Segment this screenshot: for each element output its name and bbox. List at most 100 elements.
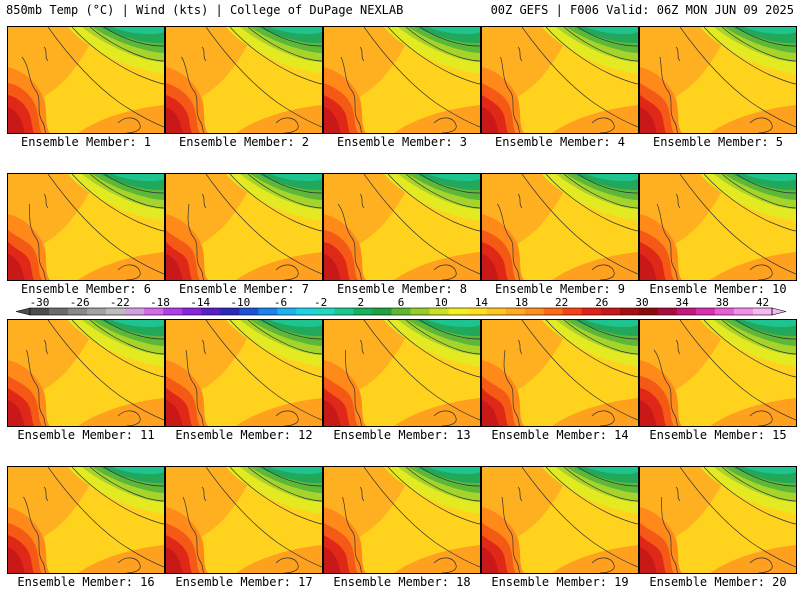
ensemble-member-label: Ensemble Member: 13 xyxy=(333,428,471,442)
ensemble-member-label: Ensemble Member: 17 xyxy=(175,575,313,589)
colorbar-tick-label: -18 xyxy=(150,296,170,309)
ensemble-member-label: Ensemble Member: 4 xyxy=(494,135,626,149)
ensemble-member-label: Ensemble Member: 11 xyxy=(17,428,155,442)
colorbar-tick-label: -26 xyxy=(70,296,90,309)
ensemble-member-map xyxy=(639,173,797,281)
ensemble-member-map xyxy=(323,466,481,574)
colorbar-swatch xyxy=(714,308,735,315)
ensemble-member-map xyxy=(165,26,323,134)
colorbar-swatch xyxy=(486,308,507,315)
colorbar-swatch xyxy=(410,308,430,315)
colorbar-arrow-low xyxy=(15,307,31,316)
ensemble-member-label: Ensemble Member: 14 xyxy=(491,428,629,442)
ensemble-member-map xyxy=(165,173,323,281)
model-run-info: 00Z GEFS | F006 Valid: 06Z MON JUN 09 20… xyxy=(490,3,794,17)
colorbar-swatch xyxy=(676,308,697,315)
colorbar-tick-label: -10 xyxy=(230,296,250,309)
colorbar-swatch xyxy=(543,308,564,315)
colorbar-tick-label: -30 xyxy=(30,296,50,309)
colorbar-swatch xyxy=(619,308,640,315)
colorbar-swatch xyxy=(429,308,449,315)
ensemble-member-map xyxy=(481,466,639,574)
ensemble-member-label: Ensemble Member: 9 xyxy=(494,282,626,296)
colorbar-tick-label: -2 xyxy=(314,296,327,309)
ensemble-member-label: Ensemble Member: 16 xyxy=(17,575,155,589)
ensemble-member-map xyxy=(165,466,323,574)
ensemble-member-map xyxy=(323,26,481,134)
colorbar-swatch xyxy=(562,308,583,315)
ensemble-member-map xyxy=(639,466,797,574)
colorbar-tick-label: 14 xyxy=(475,296,489,309)
colorbar-swatch xyxy=(695,308,716,315)
colorbar-swatch xyxy=(68,308,88,315)
colorbar-swatch xyxy=(201,308,221,315)
ensemble-member-map xyxy=(323,173,481,281)
ensemble-member-label: Ensemble Member: 3 xyxy=(336,135,468,149)
colorbar-tick-label: -6 xyxy=(274,296,287,309)
colorbar-swatch xyxy=(220,308,240,315)
colorbar-swatch xyxy=(239,308,259,315)
colorbar-swatch xyxy=(258,308,278,315)
ensemble-member-map xyxy=(481,26,639,134)
colorbar-swatch xyxy=(600,308,621,315)
colorbar-swatch xyxy=(87,308,107,315)
ensemble-member-label: Ensemble Member: 8 xyxy=(336,282,468,296)
ensemble-member-map xyxy=(7,26,165,134)
colorbar-tick-label: 30 xyxy=(635,296,648,309)
colorbar-swatch xyxy=(353,308,373,315)
colorbar-swatch xyxy=(733,308,754,315)
colorbar-tick-label: 2 xyxy=(358,296,365,309)
colorbar-tick-label: 34 xyxy=(676,296,690,309)
colorbar-swatch xyxy=(106,308,126,315)
colorbar-tick-label: -22 xyxy=(110,296,130,309)
colorbar-swatch xyxy=(182,308,202,315)
map-title: 850mb Temp (°C) | Wind (kts) | College o… xyxy=(6,3,404,17)
colorbar-tick-label: 42 xyxy=(756,296,769,309)
colorbar-tick-label: 26 xyxy=(595,296,608,309)
colorbar-arrow-high xyxy=(771,307,787,316)
colorbar-border xyxy=(29,307,773,316)
colorbar-swatch xyxy=(638,308,659,315)
colorbar-swatch xyxy=(372,308,392,315)
colorbar-tick-label: 22 xyxy=(555,296,568,309)
ensemble-member-label: Ensemble Member: 18 xyxy=(333,575,471,589)
colorbar-swatch xyxy=(49,308,69,315)
colorbar-swatch xyxy=(505,308,526,315)
colorbar-swatch xyxy=(315,308,335,315)
ensemble-member-label: Ensemble Member: 2 xyxy=(178,135,310,149)
colorbar-swatch xyxy=(752,308,773,315)
ensemble-member-map xyxy=(7,319,165,427)
ensemble-member-map xyxy=(481,319,639,427)
colorbar-swatch xyxy=(334,308,354,315)
ensemble-member-label: Ensemble Member: 5 xyxy=(652,135,784,149)
ensemble-member-label: Ensemble Member: 1 xyxy=(20,135,152,149)
ensemble-member-label: Ensemble Member: 20 xyxy=(649,575,787,589)
ensemble-member-map xyxy=(639,26,797,134)
colorbar-swatch xyxy=(125,308,145,315)
colorbar-swatch xyxy=(30,308,50,315)
colorbar-swatch xyxy=(163,308,183,315)
ensemble-member-label: Ensemble Member: 12 xyxy=(175,428,313,442)
colorbar-swatch xyxy=(144,308,164,315)
ensemble-member-map xyxy=(323,319,481,427)
colorbar-tick-label: 6 xyxy=(398,296,405,309)
colorbar-swatch xyxy=(391,308,411,315)
colorbar-tick-label: 38 xyxy=(716,296,729,309)
colorbar-swatch xyxy=(657,308,678,315)
ensemble-member-label: Ensemble Member: 19 xyxy=(491,575,629,589)
colorbar-swatch xyxy=(448,308,468,315)
colorbar-tick-label: -14 xyxy=(190,296,210,309)
ensemble-member-label: Ensemble Member: 6 xyxy=(20,282,152,296)
ensemble-member-label: Ensemble Member: 15 xyxy=(649,428,787,442)
ensemble-member-map xyxy=(165,319,323,427)
colorbar-tick-label: 10 xyxy=(435,296,448,309)
colorbar-swatch xyxy=(277,308,297,315)
temperature-colorbar: -30 -26 -22 -18 -14 -10 -6 -2 2 6 10 14 18 22 26 30 34 38… xyxy=(15,296,787,316)
colorbar-swatch xyxy=(296,308,316,315)
colorbar-swatch xyxy=(467,308,488,315)
colorbar-swatch xyxy=(581,308,602,315)
ensemble-member-map xyxy=(639,319,797,427)
ensemble-member-map xyxy=(481,173,639,281)
ensemble-member-label: Ensemble Member: 10 xyxy=(649,282,787,296)
ensemble-member-map xyxy=(7,173,165,281)
